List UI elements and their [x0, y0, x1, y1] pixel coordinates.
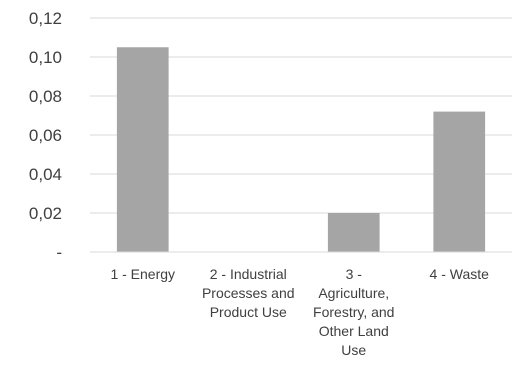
y-tick-label: 0,12 [29, 9, 62, 28]
y-tick-label: 0,10 [29, 48, 62, 67]
x-tick-label: 1 - Energy [110, 266, 175, 282]
bar [433, 111, 486, 252]
x-tick-label: 2 - Industrial Processes and Product Use [202, 266, 295, 320]
x-tick-label: 4 - Waste [430, 266, 490, 282]
bar [116, 47, 169, 252]
x-tick-label: 3 -Agriculture, Forestry, and Other Land Us… [313, 266, 394, 358]
y-tick-label: 0,08 [29, 87, 62, 106]
y-tick-label: 0,04 [29, 165, 62, 184]
y-tick-label: 0,02 [29, 204, 62, 223]
bar [327, 213, 380, 252]
y-axis-tick-labels: - 0,02 0,04 0,06 0,08 0,10 0,12 [29, 9, 62, 262]
y-tick-label: 0,06 [29, 126, 62, 145]
bars [116, 47, 486, 252]
y-tick-label: - [56, 243, 62, 262]
x-axis-category-labels: 1 - Energy 2 - Industrial Processes and Pro… [110, 266, 489, 358]
